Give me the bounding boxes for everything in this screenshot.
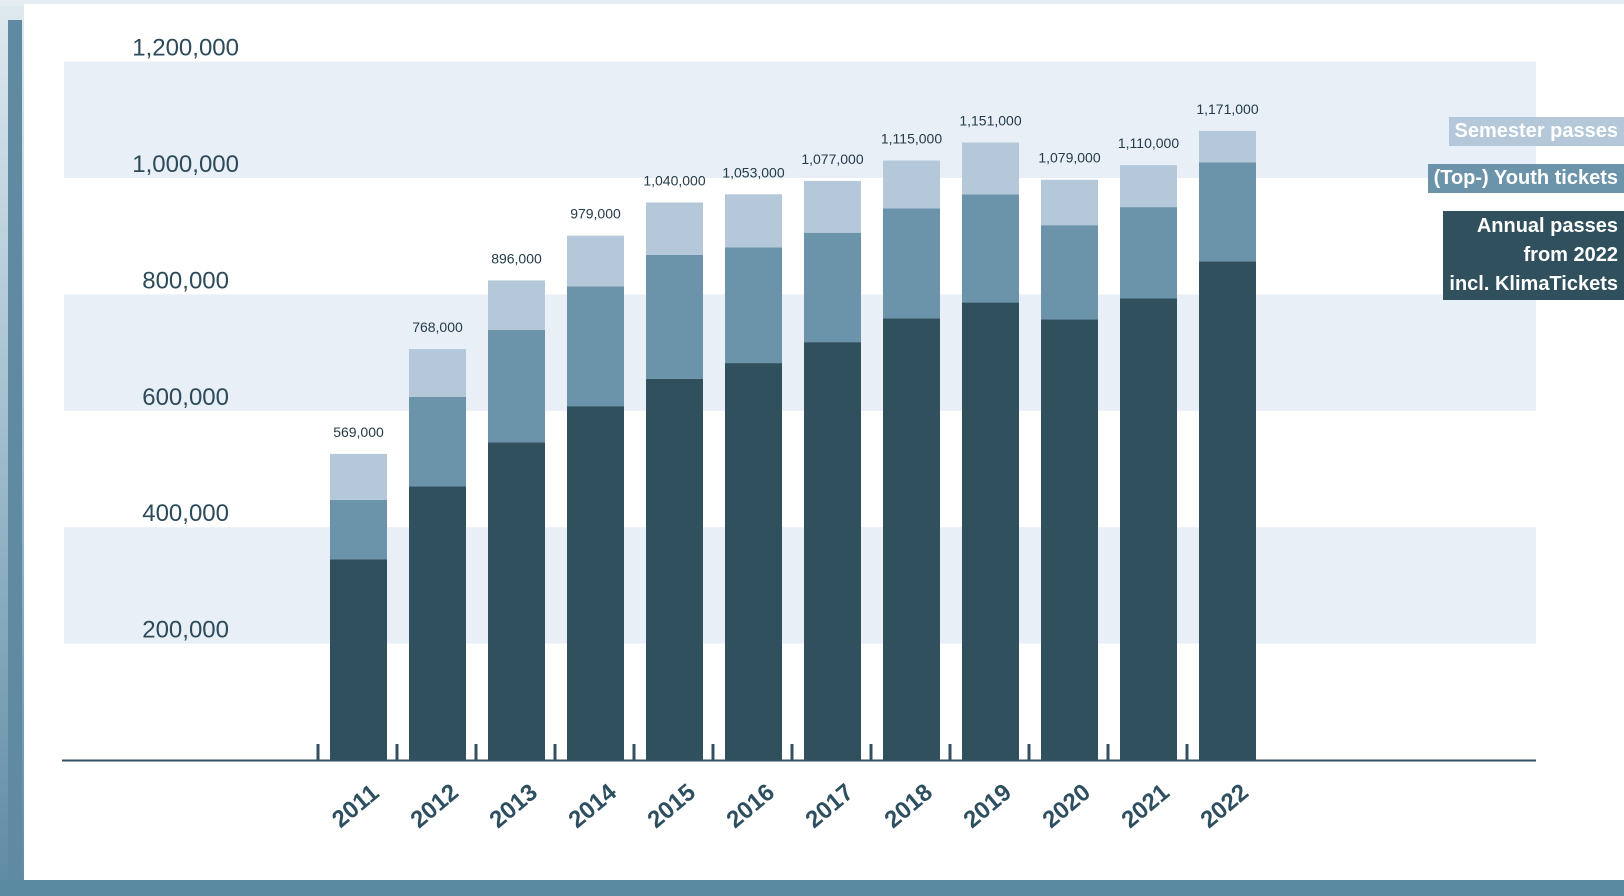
total-label: 896,000 — [491, 250, 542, 266]
x-tick-label: 2021 — [1117, 779, 1175, 834]
x-tick-label: 2017 — [801, 779, 859, 834]
bar-segment — [804, 180, 861, 233]
bar-segment — [883, 160, 940, 209]
x-tick-label: 2011 — [327, 779, 384, 833]
total-label: 1,171,000 — [1196, 101, 1258, 117]
grid-band — [64, 294, 1536, 411]
y-tick-label: 600,000 — [142, 384, 229, 411]
frame-bottom-strip — [0, 880, 1624, 896]
total-label: 1,040,000 — [643, 172, 705, 188]
y-axis-tick-labels: 200,000 400,000 600,000 800,000 1,000,000 1,2… — [132, 35, 239, 644]
bar-segment — [1041, 225, 1098, 320]
x-tick-label: 2013 — [485, 779, 543, 834]
bar-segment — [567, 406, 624, 760]
bar-segment — [725, 247, 782, 364]
bar-segment — [330, 559, 387, 760]
total-label: 979,000 — [570, 206, 621, 222]
total-label: 1,151,000 — [959, 112, 1021, 128]
bar-segment — [962, 302, 1019, 760]
x-tick-label: 2022 — [1196, 779, 1254, 834]
bar-segment — [1199, 162, 1256, 262]
bar-segment — [409, 486, 466, 760]
bar-segment — [1120, 165, 1177, 208]
bar-segment — [567, 235, 624, 287]
bar-segment — [1199, 130, 1256, 163]
total-label: 569,000 — [333, 424, 384, 440]
bar-segment — [488, 329, 545, 443]
bar-segment — [1041, 319, 1098, 760]
y-tick-label: 200,000 — [142, 617, 229, 644]
total-label: 1,110,000 — [1118, 135, 1179, 151]
x-tick-label: 2020 — [1038, 779, 1096, 834]
grid-band — [64, 527, 1536, 644]
bar-segment — [1120, 207, 1177, 299]
y-tick-label: 1,200,000 — [132, 35, 239, 62]
x-tick-label: 2014 — [564, 778, 623, 833]
bar-segment — [962, 194, 1019, 303]
total-labels: 569,000 768,000 896,000 979,000 1,040,000 1,0… — [333, 101, 1259, 440]
total-label: 1,053,000 — [722, 164, 784, 180]
x-axis-tick-labels: 2011 2012 2013 2014 2015 2016 2017 2018 2019 2020… — [327, 778, 1254, 833]
total-label: 768,000 — [412, 319, 463, 335]
legend-annual-passes: Annual passes from 2022 incl. KlimaTicke… — [1443, 211, 1624, 300]
bar-segment — [330, 499, 387, 560]
stacked-bar-chart: 200,000 400,000 600,000 800,000 1,000,000 1,2… — [62, 35, 1536, 834]
bar-segment — [1041, 179, 1098, 226]
x-axis — [62, 744, 1536, 762]
frame-top-strip — [0, 0, 1624, 6]
bar-segment — [962, 142, 1019, 195]
y-tick-label: 400,000 — [142, 500, 229, 527]
bar-segment — [646, 202, 703, 255]
background-bands — [64, 61, 1536, 644]
bar-segment — [409, 396, 466, 487]
bar-segment — [409, 349, 466, 397]
y-tick-label: 1,000,000 — [132, 151, 239, 178]
bar-segment — [646, 378, 703, 760]
grid-band — [64, 61, 1536, 178]
bar-segment — [330, 453, 387, 500]
bar-segment — [725, 194, 782, 248]
legend-semester-passes: Semester passes — [1448, 117, 1624, 146]
total-label: 1,115,000 — [881, 131, 942, 147]
y-tick-label: 800,000 — [142, 267, 229, 294]
x-tick-label: 2019 — [959, 779, 1017, 834]
bar-segment — [883, 318, 940, 760]
legend-youth-tickets: (Top-) Youth tickets — [1427, 164, 1624, 193]
x-tick-label: 2015 — [643, 779, 701, 834]
x-tick-label: 2018 — [880, 779, 938, 834]
bar-segment — [646, 254, 703, 379]
bar-segment — [567, 286, 624, 407]
bar-segment — [1199, 261, 1256, 760]
x-tick-label: 2016 — [722, 779, 780, 834]
total-label: 1,079,000 — [1038, 150, 1100, 166]
total-label: 1,077,000 — [801, 151, 863, 167]
bar-segment — [804, 342, 861, 760]
bar-segment — [725, 363, 782, 760]
frame-left-strip — [8, 20, 22, 880]
bar-segment — [1120, 298, 1177, 760]
chart-card: 200,000 400,000 600,000 800,000 1,000,000 1,2… — [24, 4, 1624, 880]
bars-group — [330, 130, 1256, 760]
bar-segment — [488, 280, 545, 330]
x-tick-label: 2012 — [406, 779, 464, 834]
bar-segment — [883, 208, 940, 319]
bar-segment — [488, 442, 545, 760]
bar-segment — [804, 232, 861, 343]
